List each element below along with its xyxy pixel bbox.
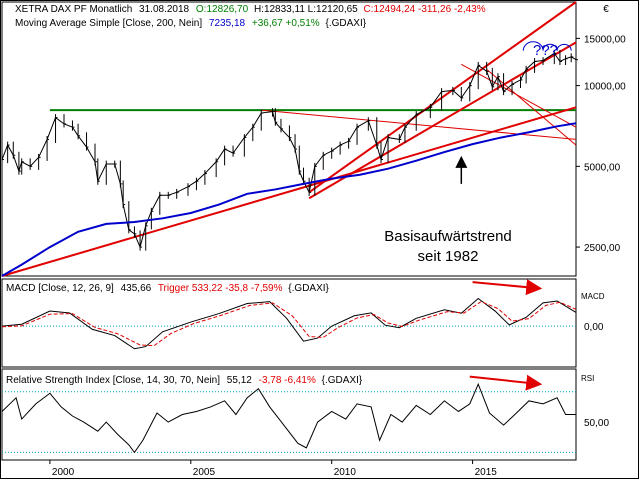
moving-average-line [1,122,577,277]
ma-instrument: {.GDAXI} [325,18,366,29]
x-tick-label: 2005 [193,467,216,478]
macd-instrument: {.GDAXI} [288,283,329,294]
highlight-arc [522,41,544,51]
macd-trigger: Trigger 533,22 -35,8 -7,59% [158,283,283,294]
rsi-divergence-arrow [469,374,543,391]
price-open: O:12826,70 [196,4,249,15]
trend-annotation-line2: seit 1982 [418,248,479,265]
rsi-y-tick-label: 50,00 [584,418,609,429]
rsi-line [1,382,576,454]
rsi-instrument: {.GDAXI} [322,375,363,386]
rsi-label: Relative Strength Index [Close, 14, 30, … [6,375,220,386]
macd-legend: MACD [Close, 12, 26, 9] 435,66 Trigger 5… [6,283,330,294]
macd-axis-title: MACD [581,292,605,301]
rsi-legend: Relative Strength Index [Close, 14, 30, … [6,375,363,386]
macd-line [1,297,577,350]
chart-overlays [1,1,577,277]
highlight-arc [556,43,572,51]
chart-axes: 2500,00 5000,00 10000,00 15000,00 0,00 50,00 2… [49,34,626,478]
macd-divergence-arrow [472,279,543,296]
macd-trigger-line [1,301,577,347]
chart-gridlines [2,325,576,453]
macd-label: MACD [Close, 12, 26, 9] [6,283,114,294]
price-y-tick-label: 5000,00 [584,162,621,173]
x-tick-label: 2015 [475,467,498,478]
macd-panel-frame [1,278,577,368]
rsi-change: -3,78 -6,41% [259,375,316,386]
chart-arrows [455,41,572,391]
upper-channel-line [308,1,577,194]
falling-line-2 [461,63,577,128]
macd-value: 435,66 [121,283,152,294]
x-tick-label: 2000 [52,467,75,478]
price-y-tick-label: 10000,00 [584,82,626,93]
currency-symbol: € [603,4,609,15]
chart-series [1,49,578,454]
x-tick-label: 2010 [334,467,357,478]
price-close: C:12494,24 -311,26 -2,43% [364,4,486,15]
ma-label: Moving Average Simple [Close, 200, Nein] [15,18,202,29]
price-y-tick-label: 2500,00 [584,243,621,254]
ma-change: +36,67 +0,51% [252,18,320,29]
price-y-tick-label: 15000,00 [584,34,626,45]
long-term-uptrend-line [1,106,577,277]
trend-annotation-line1: Basisaufwärtstrend [384,228,512,245]
price-symbol: XETRA DAX PF Monatlich [15,4,132,15]
highlight-arc [542,43,558,51]
price-date: 31.08.2018 [139,4,189,15]
ma-legend: Moving Average Simple [Close, 200, Nein]… [15,18,367,29]
macd-y-tick-label: 0,00 [584,322,604,333]
rsi-axis-title: RSI [581,374,594,383]
lower-channel-line [308,41,577,200]
falling-resistance-line [261,109,577,140]
price-high-low: H:12833,11 L:12120,65 [254,4,358,15]
ma-value: 7235,18 [209,18,246,29]
price-legend: XETRA DAX PF Monatlich 31.08.2018 O:1282… [15,4,486,15]
price-line [1,52,577,249]
rsi-value: 55,12 [227,375,252,386]
falling-line-3 [486,68,577,146]
question-annotation: ??? [533,42,558,59]
